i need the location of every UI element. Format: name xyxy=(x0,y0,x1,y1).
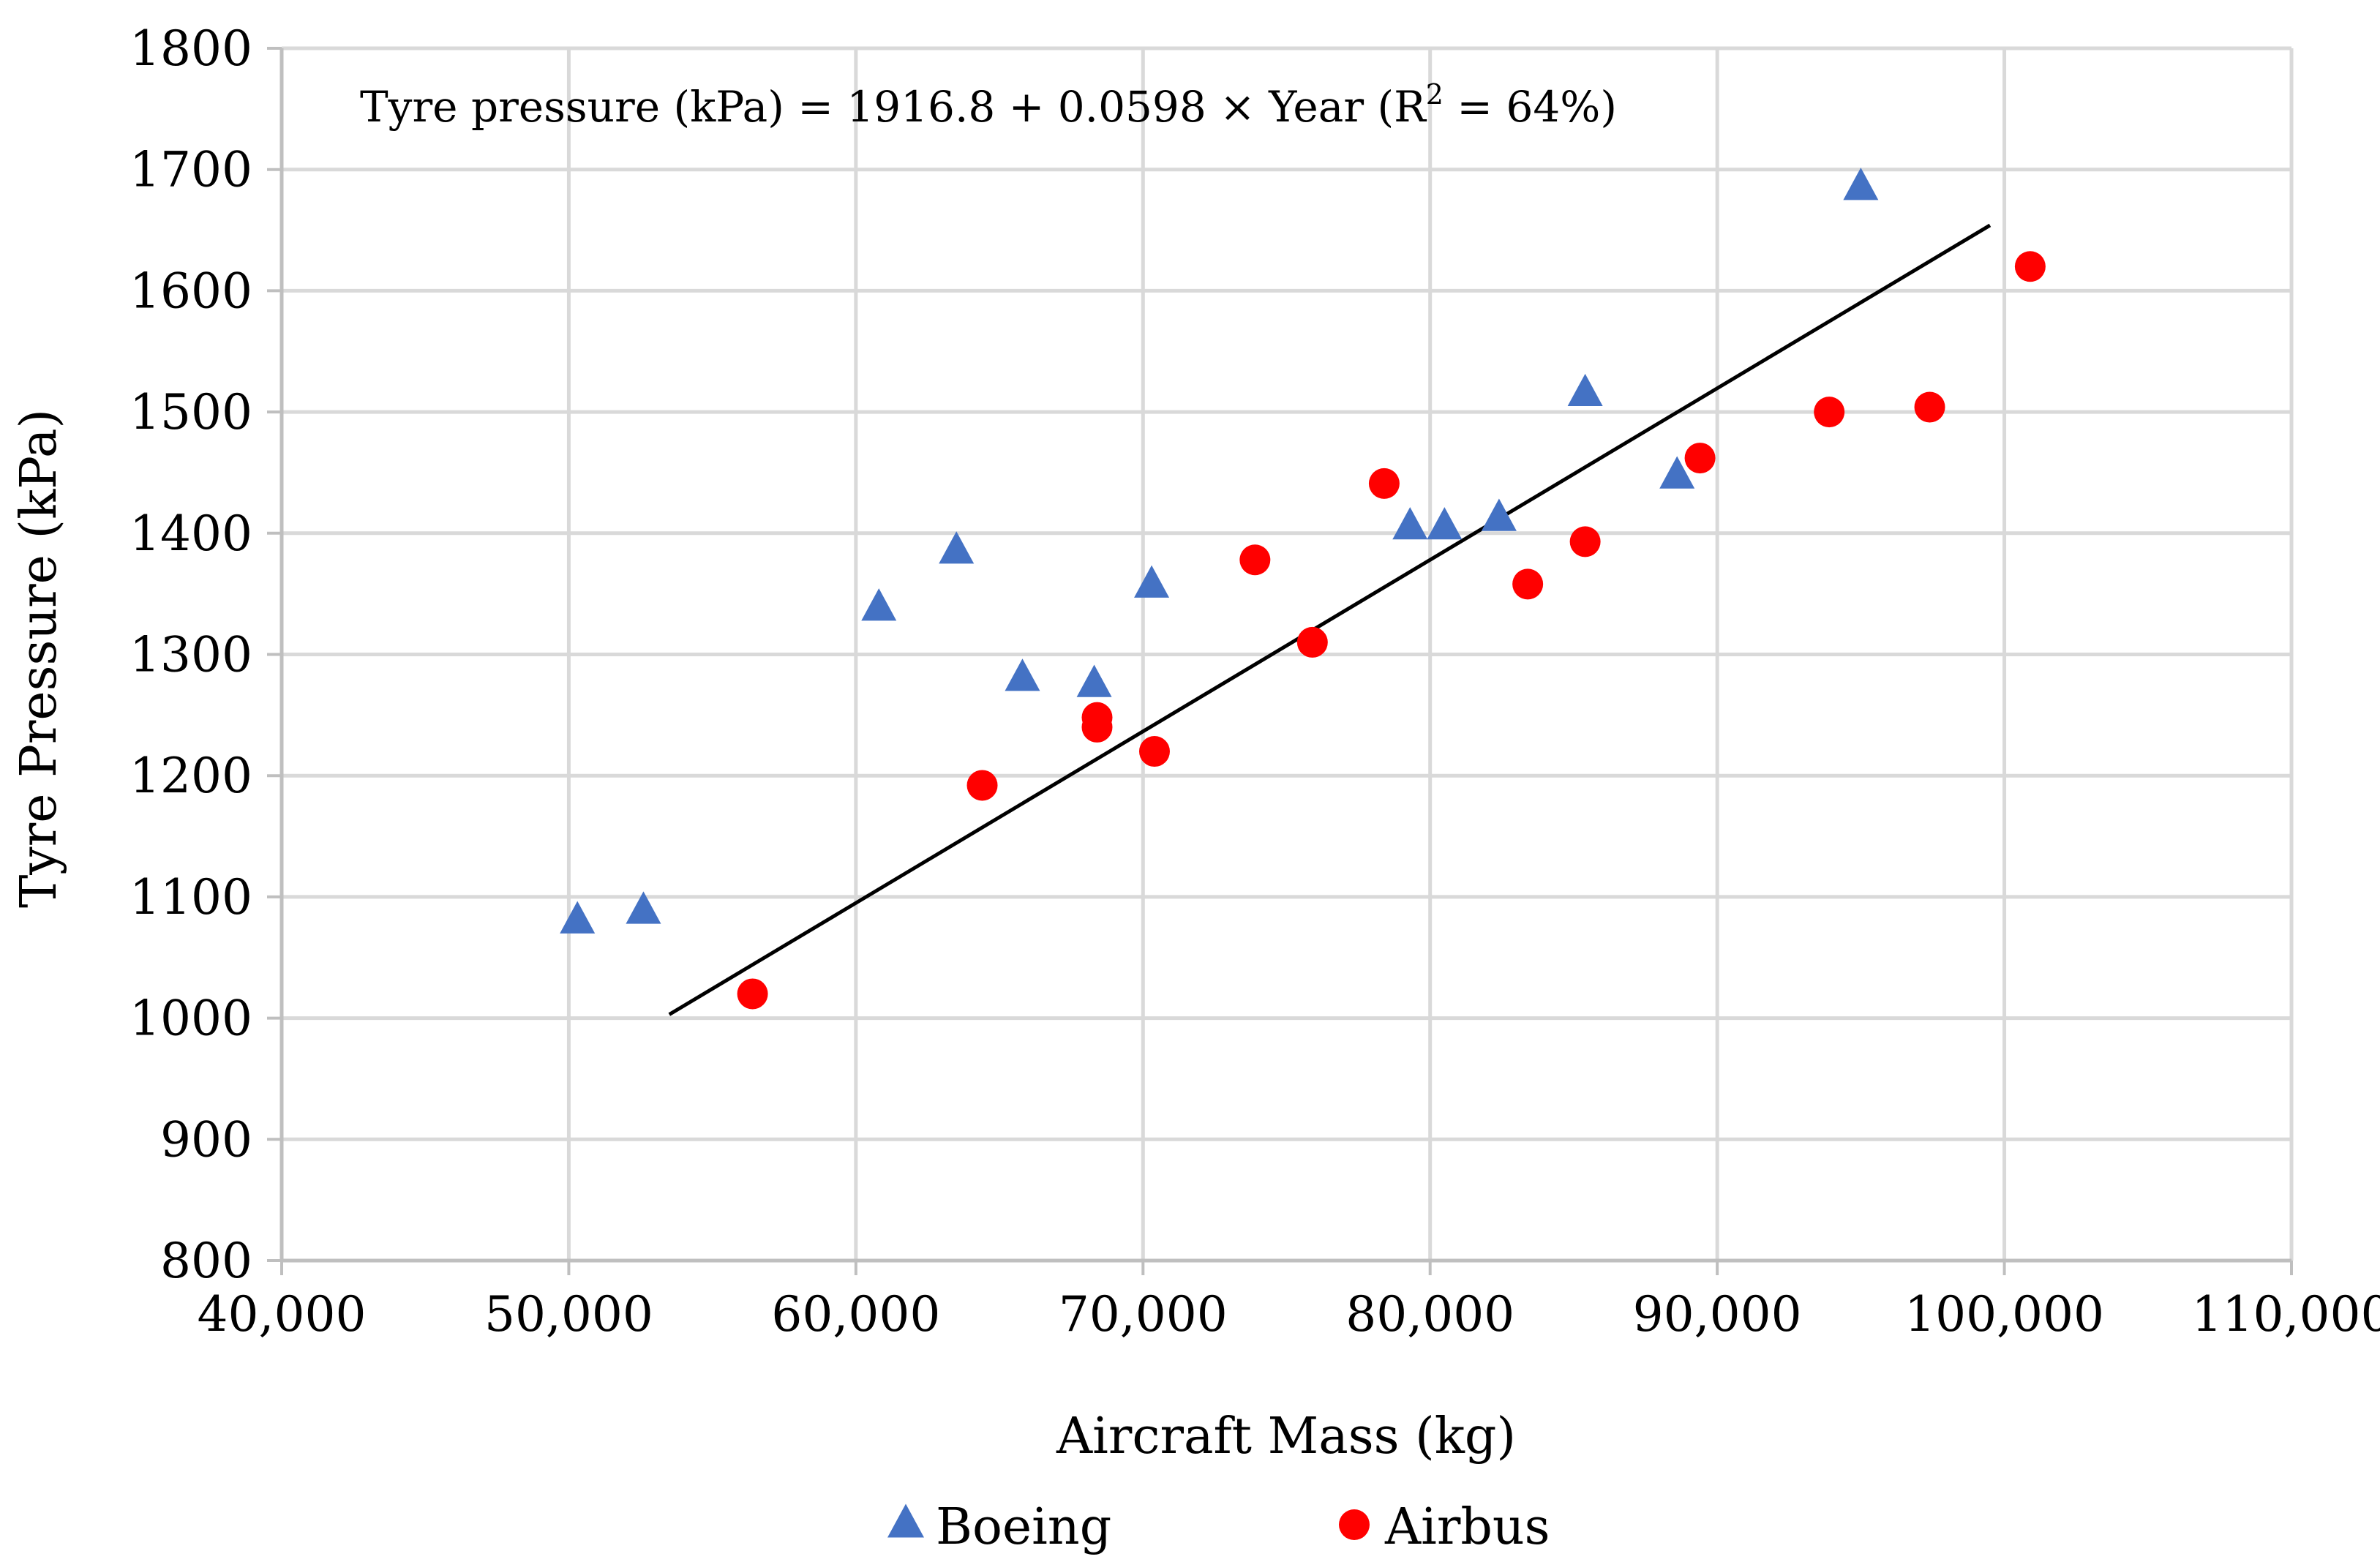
boeing-point xyxy=(861,588,897,621)
boeing-point xyxy=(1005,658,1040,691)
x-tick-label: 50,000 xyxy=(484,1286,653,1343)
y-tick-label: 1500 xyxy=(129,384,252,440)
boeing-point xyxy=(1481,498,1517,531)
airbus-point xyxy=(1814,397,1845,428)
x-tick-label: 80,000 xyxy=(1345,1286,1514,1343)
y-tick-label: 800 xyxy=(160,1233,252,1289)
axes xyxy=(267,47,2293,1275)
airbus-point xyxy=(1138,736,1170,767)
trendline-group xyxy=(668,223,1992,1016)
equation-text: Tyre pressure (kPa) = 1916.8 + 0.0598 × … xyxy=(360,82,1427,132)
y-tick-label: 1600 xyxy=(129,263,252,319)
airbus-point xyxy=(1914,391,1945,423)
equation-suffix: = 64%) xyxy=(1444,82,1617,132)
boeing-point xyxy=(1427,507,1463,540)
boeing-point xyxy=(1076,664,1112,697)
y-tick-label: 1200 xyxy=(129,748,252,804)
y-tick-label: 1000 xyxy=(129,991,252,1047)
legend: Boeing Airbus xyxy=(887,1498,1550,1556)
x-tick-label: 70,000 xyxy=(1059,1286,1228,1343)
gridlines xyxy=(282,46,2294,1261)
airbus-point xyxy=(1368,468,1400,499)
equation-superscript: 2 xyxy=(1426,78,1444,110)
y-tick-label: 1400 xyxy=(129,506,252,562)
regression-equation: Tyre pressure (kPa) = 1916.8 + 0.0598 × … xyxy=(360,78,1617,132)
x-tick-label: 100,000 xyxy=(1904,1286,2104,1343)
airbus-point xyxy=(1569,526,1601,557)
legend-label: Boeing xyxy=(936,1498,1111,1556)
trendline xyxy=(668,223,1992,1016)
legend-marker-airbus xyxy=(1339,1509,1370,1540)
airbus-point xyxy=(1081,711,1113,743)
x-tick-label: 60,000 xyxy=(771,1286,940,1343)
boeing-point xyxy=(1567,373,1603,407)
boeing-point xyxy=(626,891,661,924)
legend-marker-boeing xyxy=(887,1503,924,1538)
x-tick-label: 90,000 xyxy=(1633,1286,1802,1343)
tick-labels: 800 900 1000 1100 1200 1300 1400 1500 1600 1700 18… xyxy=(129,20,2380,1343)
data-points xyxy=(560,168,2046,1010)
airbus-point xyxy=(1684,443,1716,474)
boeing-point xyxy=(560,901,596,934)
x-tick-label: 110,000 xyxy=(2192,1286,2380,1343)
airbus-point xyxy=(737,978,768,1010)
boeing-point xyxy=(1134,565,1170,598)
y-tick-label: 1100 xyxy=(129,869,252,925)
boeing-point xyxy=(1392,507,1428,540)
boeing-point xyxy=(939,531,975,564)
y-tick-label: 900 xyxy=(160,1111,252,1168)
boeing-point xyxy=(1843,168,1879,200)
y-tick-label: 1800 xyxy=(129,20,252,77)
airbus-point xyxy=(1239,544,1271,576)
airbus-point xyxy=(2014,251,2046,282)
x-tick-label: 40,000 xyxy=(198,1286,367,1343)
airbus-point xyxy=(966,770,998,801)
y-tick-label: 1300 xyxy=(129,627,252,683)
x-axis-title: Aircraft Mass (kg) xyxy=(1056,1408,1516,1465)
y-tick-label: 1700 xyxy=(129,142,252,198)
boeing-point xyxy=(1659,456,1695,489)
airbus-point xyxy=(1296,626,1328,658)
airbus-point xyxy=(1512,568,1544,600)
legend-label: Airbus xyxy=(1384,1498,1550,1556)
y-axis-title: Tyre Pressure (kPa) xyxy=(10,409,68,908)
